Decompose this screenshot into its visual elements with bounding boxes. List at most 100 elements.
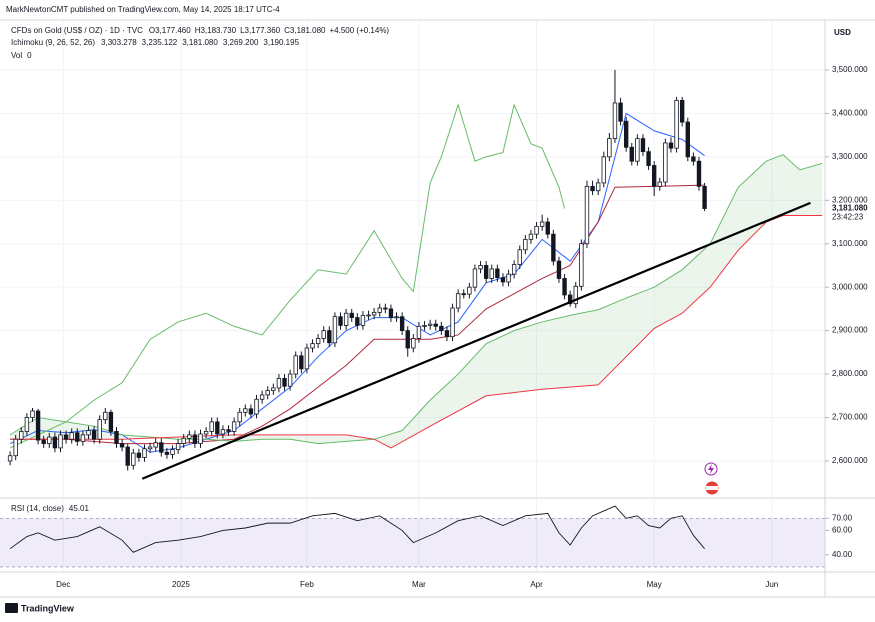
legend-text: 3,181.080: [182, 38, 218, 47]
countdown: 23:42:23: [832, 213, 864, 222]
candle-body: [405, 330, 410, 349]
candle-body: [696, 160, 702, 187]
candle-body: [523, 238, 528, 251]
x-tick-label: 2025: [172, 580, 190, 589]
candle-body: [366, 314, 371, 317]
candle-body: [556, 260, 562, 279]
candle-body: [450, 307, 455, 338]
candle-body: [243, 408, 248, 413]
x-tick-label: Jun: [765, 580, 778, 589]
candle-body: [416, 325, 422, 339]
candle-body: [427, 323, 433, 326]
candle-body: [461, 293, 466, 296]
brand-logo: [5, 603, 18, 613]
candle-body: [472, 268, 478, 288]
candle-body: [691, 156, 696, 162]
candle-body: [506, 273, 511, 283]
rsi-value: 45.01: [69, 504, 90, 513]
candle-body: [282, 378, 287, 387]
published: MarkNewtonCMT published on TradingView.c…: [6, 5, 280, 14]
candle-body: [248, 408, 254, 415]
candle-body: [315, 338, 321, 345]
candle-body: [623, 120, 629, 148]
currency: USD: [834, 28, 851, 37]
candle-body: [108, 411, 114, 432]
candle-body: [159, 442, 164, 453]
candle-body: [198, 433, 203, 444]
candle-body: [635, 138, 640, 162]
candle-body: [13, 438, 18, 457]
y-tick-label: 2,800.000: [832, 369, 868, 378]
candle-body: [226, 429, 231, 432]
candle-body: [142, 448, 147, 458]
candle-body: [271, 387, 276, 391]
y-tick-label: 3,500.000: [832, 65, 868, 74]
candle-body: [7, 455, 13, 462]
candle-body: [237, 411, 242, 423]
rsi-title: RSI (14, close): [11, 504, 64, 513]
trendline: [141, 201, 811, 480]
legend-text: C: [284, 26, 290, 35]
candle-body: [511, 264, 517, 275]
y-tick-label: 3,100.000: [832, 239, 868, 248]
candle-body: [203, 431, 209, 435]
candle-body: [562, 278, 567, 296]
candle-body: [495, 268, 500, 279]
candle-body: [383, 307, 388, 310]
candle-body: [618, 102, 623, 122]
candle-body: [601, 156, 606, 184]
candle-body: [338, 316, 343, 326]
candle-body: [125, 446, 130, 466]
candle-body: [75, 432, 80, 442]
candle-body: [321, 330, 326, 339]
candle-body: [170, 449, 175, 455]
candle-body: [590, 185, 595, 192]
candle-body: [411, 338, 416, 349]
legend-text: 3,181.080: [290, 26, 326, 35]
candle-body: [545, 221, 550, 235]
y-tick-label: 3,400.000: [832, 109, 868, 118]
candle-body: [293, 355, 298, 375]
candle-body: [360, 315, 366, 326]
candle-body: [24, 417, 30, 432]
candle-body: [607, 138, 612, 158]
candle-body: [433, 323, 438, 327]
candle-body: [668, 142, 674, 149]
candle-body: [47, 436, 52, 444]
legend-text: L: [240, 26, 245, 35]
candle-body: [52, 436, 58, 449]
plot: [0, 69, 825, 568]
y-tick-label: 3,300.000: [832, 152, 868, 161]
candle-body: [299, 355, 304, 370]
legend-text: 3,177.360: [245, 26, 281, 35]
candle-body: [567, 294, 573, 305]
candle-body: [388, 308, 394, 318]
candle-body: [640, 138, 646, 153]
candle-body: [663, 142, 668, 183]
candle-body: [702, 185, 707, 209]
candle-body: [674, 99, 679, 149]
candle-body: [209, 421, 214, 432]
x-tick-label: Dec: [56, 580, 70, 589]
y-tick-label: 2,900.000: [832, 326, 868, 335]
candle-body: [97, 419, 102, 440]
legend-text: Vol: [11, 51, 22, 60]
indicator-line: [10, 214, 823, 449]
legend-text: 0: [27, 51, 32, 60]
legend-text: CFDs on Gold (US$ / OZ) · 1D · TVC: [11, 26, 143, 35]
legend-text: 3,269.200: [223, 38, 259, 47]
rsi-band: [0, 518, 825, 567]
candle-body: [394, 316, 399, 319]
candle-body: [528, 233, 534, 240]
rsi-line: [9, 505, 705, 553]
candle-body: [629, 146, 634, 162]
ichimoku-cloud: [10, 154, 823, 448]
brand: TradingView: [21, 603, 75, 613]
candle-body: [136, 452, 142, 458]
candle-body: [287, 373, 293, 387]
candle-body: [103, 411, 108, 421]
candle-body: [422, 325, 427, 327]
y-tick-label: 2,700.000: [832, 413, 868, 422]
candle-body: [584, 185, 590, 245]
